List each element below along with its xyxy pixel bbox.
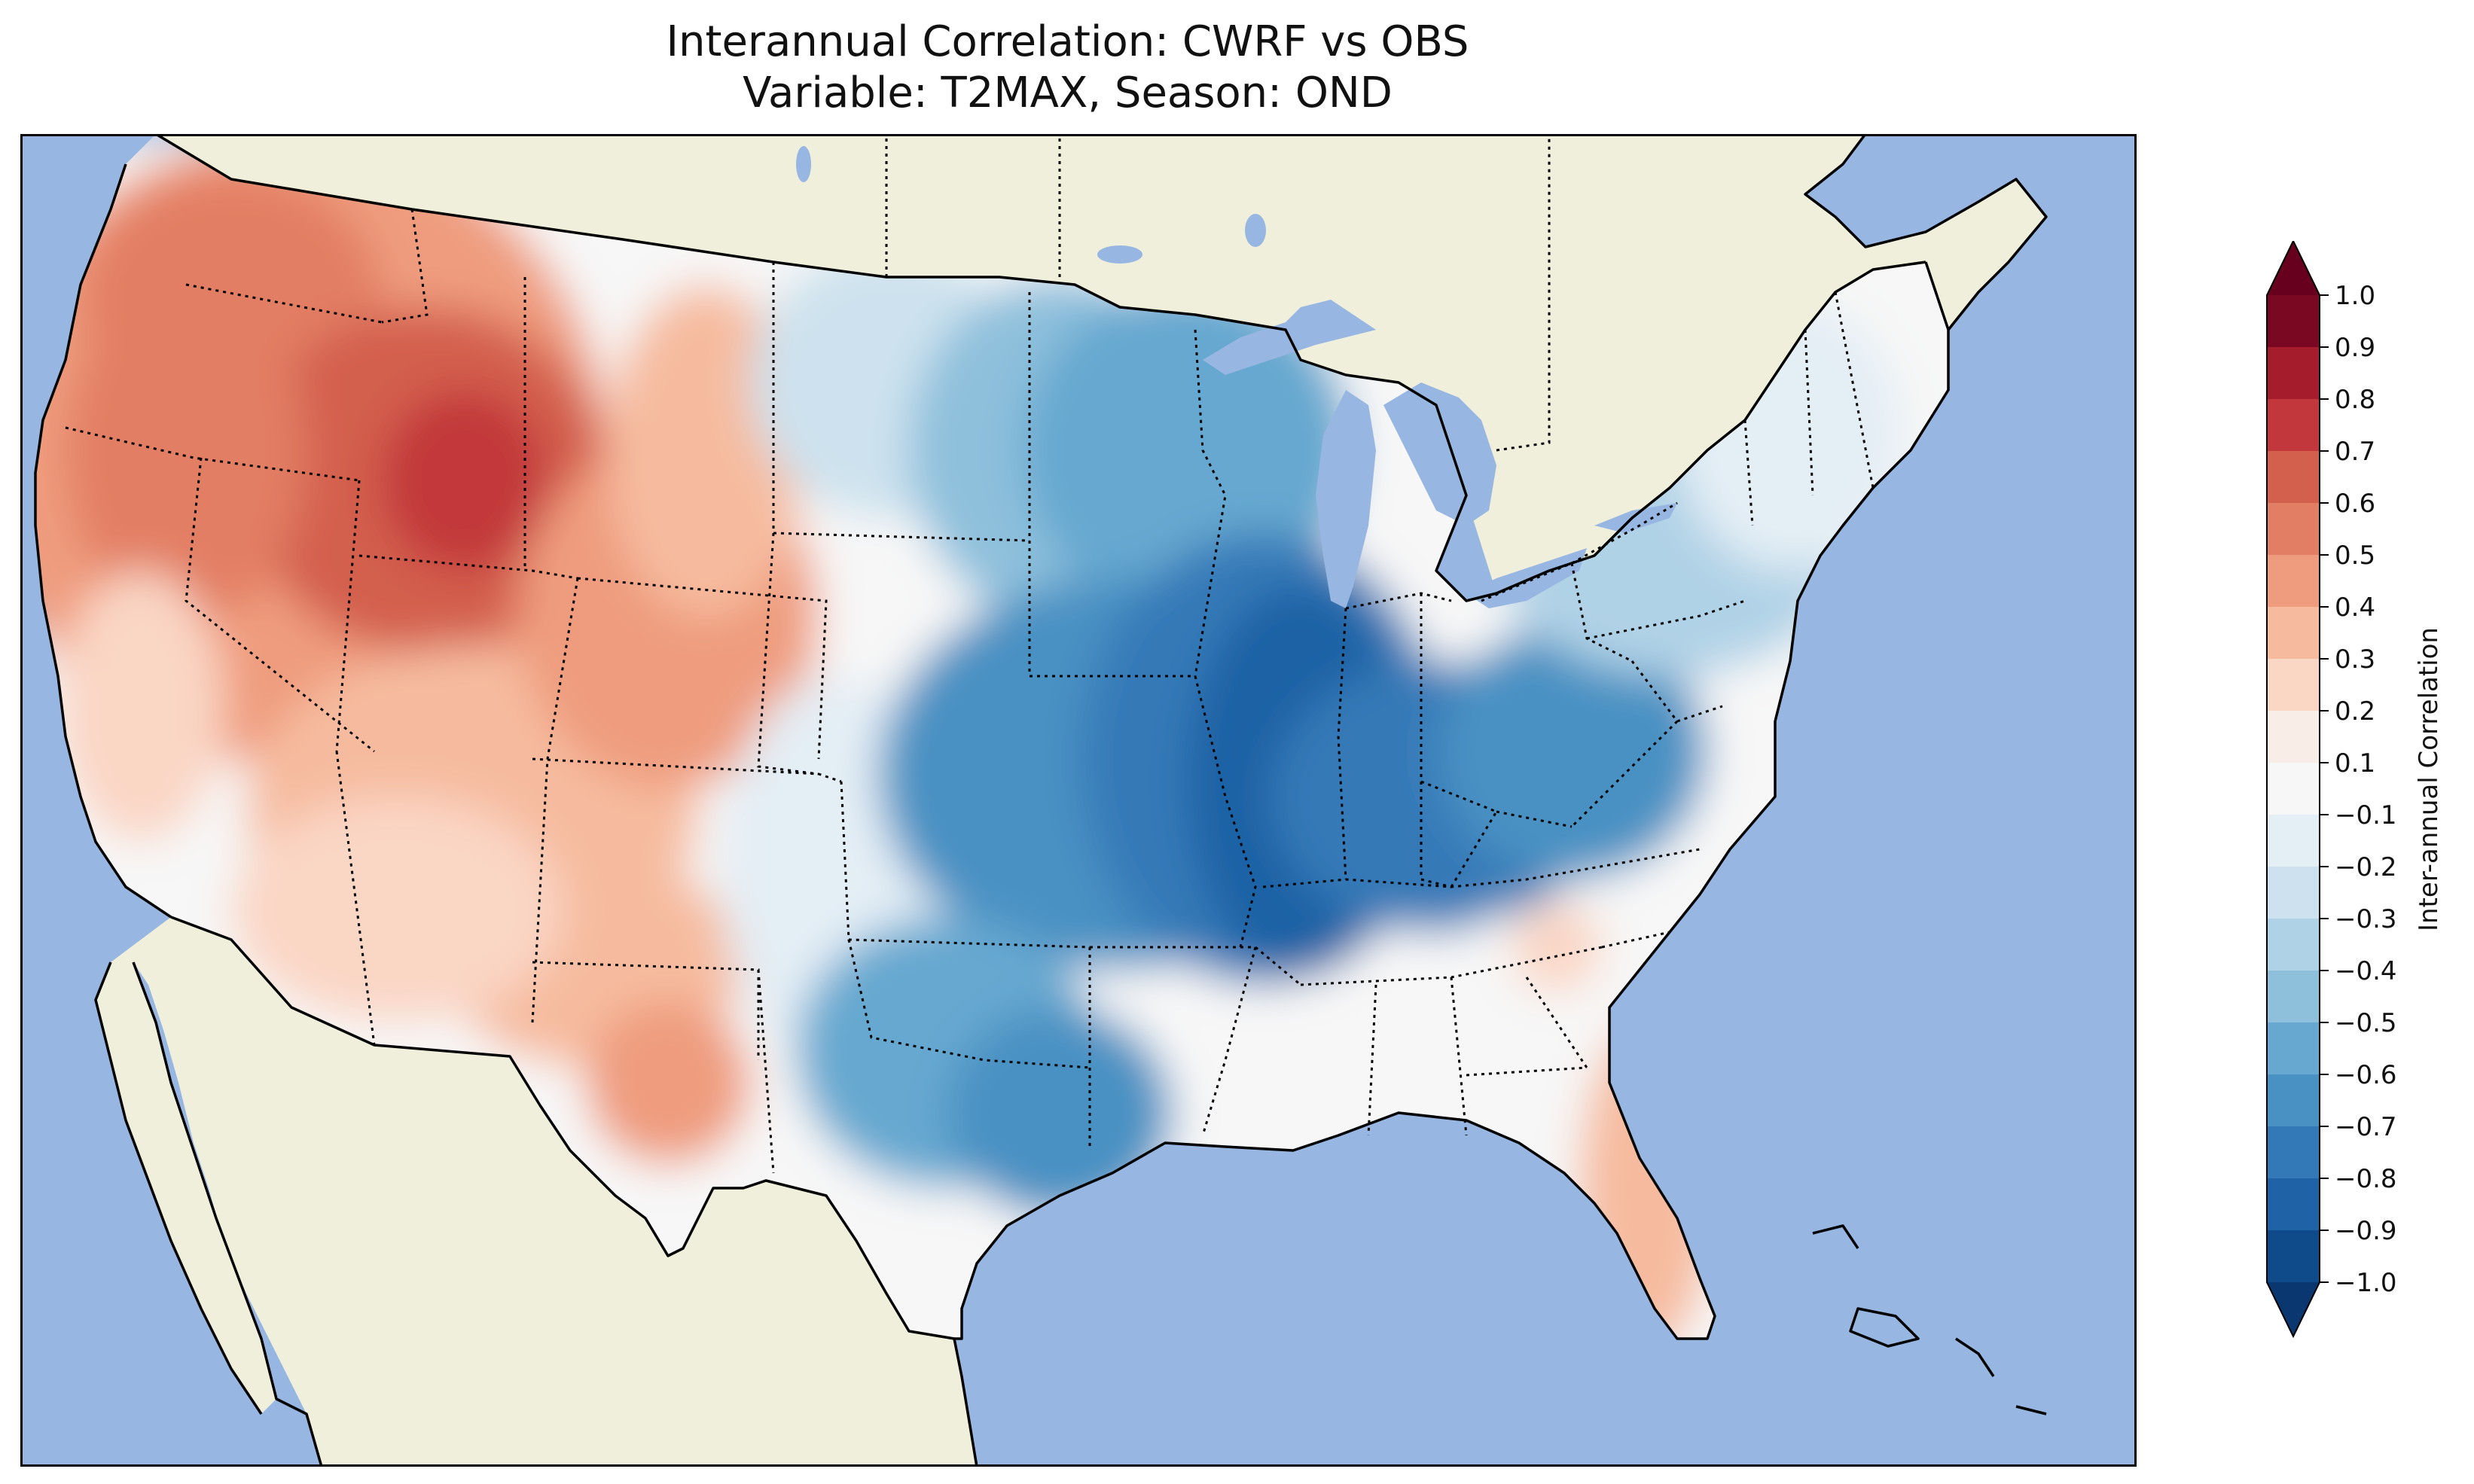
map-panel	[20, 134, 2137, 1467]
colorbar-tick-label: −0.2	[2335, 852, 2397, 882]
colorbar-segment	[2267, 1178, 2320, 1231]
colorbar-segment	[2267, 815, 2320, 867]
colorbar-segment	[2267, 1230, 2320, 1283]
colorbar-tick-label: −0.4	[2335, 956, 2397, 986]
colorbar-extend-low	[2267, 1282, 2320, 1336]
colorbar-tick-label: 1.0	[2335, 281, 2375, 311]
colorbar-tick-label: 0.5	[2335, 541, 2375, 571]
colorbar-tick-label: 0.6	[2335, 489, 2375, 519]
colorbar-tick-label: −0.8	[2335, 1164, 2397, 1194]
canada-land	[20, 134, 2046, 593]
colorbar-tick-label: 0.7	[2335, 437, 2375, 467]
colorbar-ticks: 1.0 0.9 0.8 0.7 0.6 0.5 0.4 0.3 0.2 0.1 −0.1 −0.2 −0…	[2320, 281, 2397, 1298]
colorbar-tick-label: −0.9	[2335, 1216, 2397, 1246]
colorbar-extend-high	[2267, 241, 2320, 295]
chart-title: Interannual Correlation: CWRF vs OBS Var…	[0, 17, 2135, 119]
map-frame	[20, 134, 2137, 1467]
mexico-land	[96, 917, 977, 1467]
colorbar-segment	[2267, 1022, 2320, 1075]
colorbar-segment	[2267, 451, 2320, 504]
colorbar-segment	[2267, 503, 2320, 556]
colorbar-segment	[2267, 295, 2320, 348]
colorbar-tick-label: −0.6	[2335, 1060, 2397, 1090]
colorbar-tick-label: 0.1	[2335, 748, 2375, 779]
colorbar-segment	[2267, 711, 2320, 763]
colorbar-segment	[2267, 659, 2320, 712]
colorbar-tick-label: −0.3	[2335, 904, 2397, 934]
colorbar: 1.0 0.9 0.8 0.7 0.6 0.5 0.4 0.3 0.2 0.1 −0.1 −0.2 −0…	[2266, 241, 2397, 1339]
colorbar-tick-label: −0.7	[2335, 1112, 2397, 1142]
colorbar-label: Inter-annual Correlation	[2414, 627, 2444, 931]
colorbar-tick-label: −0.5	[2335, 1008, 2397, 1038]
state-borders	[65, 134, 1875, 1174]
colorbar-segment	[2267, 971, 2320, 1023]
colorbar-tick-label: 0.4	[2335, 593, 2375, 623]
colorbar-segment	[2267, 1126, 2320, 1179]
colorbar-segment	[2267, 347, 2320, 400]
colorbar-segment	[2267, 867, 2320, 919]
colorbar-tick-label: 0.2	[2335, 696, 2375, 727]
colorbar-segment	[2267, 919, 2320, 971]
colorbar-segment	[2267, 607, 2320, 660]
colorbar-segment	[2267, 399, 2320, 452]
colorbar-segment	[2267, 1074, 2320, 1127]
title-line-1: Interannual Correlation: CWRF vs OBS	[666, 17, 1469, 66]
title-line-2: Variable: T2MAX, Season: OND	[743, 69, 1393, 117]
colorbar-tick-label: −1.0	[2335, 1268, 2397, 1298]
colorbar-segment	[2267, 555, 2320, 608]
colorbar-tick-label: 0.3	[2335, 644, 2375, 675]
colorbar-tick-label: 0.9	[2335, 333, 2375, 363]
colorbar-tick-label: −0.1	[2335, 800, 2397, 830]
colorbar-segment	[2267, 763, 2320, 815]
colorbar-body	[2266, 241, 2320, 1339]
colorbar-tick-label: 0.8	[2335, 385, 2375, 415]
